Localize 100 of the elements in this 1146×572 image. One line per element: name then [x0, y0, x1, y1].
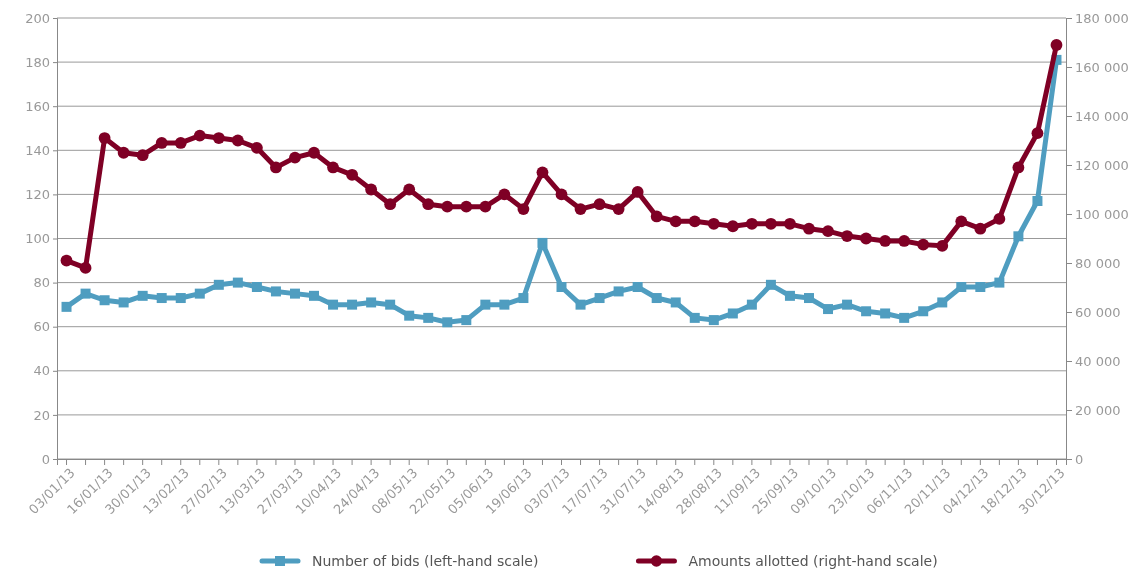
point: [823, 304, 834, 315]
point: [937, 297, 948, 308]
point: [385, 299, 396, 310]
point: [784, 217, 796, 230]
point: [918, 306, 929, 317]
point: [803, 222, 815, 235]
point: [803, 293, 814, 304]
point: [650, 210, 663, 223]
point: [117, 146, 130, 159]
point: [765, 279, 776, 290]
point: [328, 299, 339, 310]
point: [842, 299, 853, 310]
point: [250, 141, 263, 154]
point: [309, 290, 320, 301]
point: [347, 299, 358, 310]
point: [118, 297, 129, 308]
point: [518, 293, 529, 304]
point: [1012, 161, 1025, 174]
point: [366, 297, 377, 308]
y2-tick-label: 0: [1075, 451, 1084, 467]
y-tick-label: 60: [33, 319, 50, 335]
point: [612, 203, 625, 216]
point: [404, 310, 415, 321]
legend-label: Number of bids (left-hand scale): [312, 552, 539, 569]
point: [346, 168, 358, 181]
point: [193, 129, 206, 142]
point: [994, 277, 1005, 288]
point: [727, 308, 738, 319]
point: [956, 282, 967, 293]
point: [213, 279, 224, 290]
point: [194, 288, 205, 299]
point: [880, 308, 891, 319]
y-tick-label: 160: [25, 98, 50, 114]
y2-tick-label: 60 000: [1075, 304, 1121, 320]
point: [79, 261, 92, 274]
point: [80, 288, 91, 299]
point: [975, 282, 986, 293]
point: [784, 290, 795, 301]
point: [212, 132, 225, 144]
y2-tick-label: 160 000: [1075, 59, 1129, 75]
point: [689, 312, 700, 323]
y2-tick-label: 80 000: [1075, 255, 1121, 271]
y-tick-label: 20: [33, 407, 50, 423]
point: [461, 315, 472, 326]
point: [746, 299, 757, 310]
point: [460, 200, 473, 213]
y2-tick-label: 180 000: [1075, 10, 1129, 26]
point: [61, 301, 72, 312]
point: [974, 222, 987, 235]
point: [517, 203, 530, 216]
point: [1031, 127, 1044, 140]
y-tick-label: 140: [25, 142, 50, 158]
y2-tick-label: 40 000: [1075, 353, 1121, 369]
point: [574, 203, 587, 216]
y2-tick-label: 20 000: [1075, 402, 1121, 418]
point: [632, 282, 643, 293]
point: [289, 288, 300, 299]
point: [384, 198, 397, 211]
point: [651, 293, 662, 304]
point: [365, 183, 378, 196]
point: [708, 315, 719, 326]
point: [861, 306, 872, 317]
point: [860, 232, 873, 245]
y-tick-label: 100: [25, 231, 50, 247]
y2-tick-label: 100 000: [1075, 206, 1129, 222]
point: [917, 238, 930, 251]
point: [60, 254, 73, 267]
point: [270, 286, 281, 297]
point: [155, 137, 168, 149]
point: [936, 239, 949, 252]
point: [442, 317, 453, 328]
point: [174, 137, 187, 149]
point: [898, 235, 911, 247]
point: [327, 161, 339, 174]
point: [136, 149, 149, 162]
point: [822, 225, 834, 238]
point: [879, 235, 892, 247]
point: [593, 198, 606, 211]
point: [99, 295, 110, 306]
point: [423, 312, 434, 323]
point: [156, 293, 167, 304]
point: [137, 290, 148, 301]
y-tick-label: 0: [41, 451, 50, 467]
point: [232, 277, 243, 288]
point: [556, 282, 567, 293]
point: [669, 215, 682, 228]
y-tick-label: 180: [25, 54, 50, 70]
y2-tick-label: 120 000: [1075, 157, 1129, 173]
point: [670, 297, 681, 308]
point: [555, 188, 568, 201]
point: [498, 188, 511, 201]
y-tick-label: 120: [25, 187, 50, 203]
point: [251, 282, 262, 293]
y2-tick-label: 140 000: [1075, 108, 1129, 124]
point: [270, 161, 282, 174]
point: [479, 200, 492, 213]
point: [289, 151, 301, 164]
point: [308, 146, 320, 159]
point: [726, 220, 739, 233]
point: [594, 293, 605, 304]
